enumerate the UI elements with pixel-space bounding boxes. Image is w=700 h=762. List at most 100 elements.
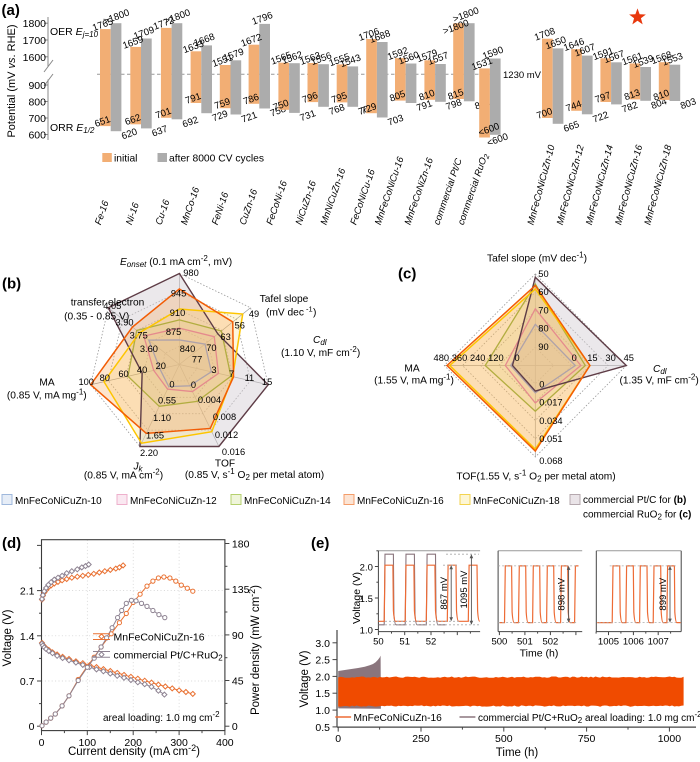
- svg-text:0.012: 0.012: [215, 430, 238, 440]
- svg-text:-1: -1: [306, 305, 313, 314]
- svg-text:782: 782: [621, 100, 640, 116]
- svg-text:Cdl: Cdl: [313, 335, 327, 347]
- svg-text:52: 52: [426, 637, 437, 648]
- svg-text:867 mV: 867 mV: [439, 576, 450, 609]
- svg-text:815: 815: [446, 87, 465, 103]
- svg-text:MnFeCoNiCuZn-18: MnFeCoNiCuZn-18: [473, 496, 560, 507]
- svg-text:(mV dec: (mV dec: [266, 308, 304, 319]
- svg-text:(1.35 V, mF cm-2): (1.35 V, mF cm-2): [620, 373, 699, 387]
- svg-text:180: 180: [232, 539, 250, 551]
- svg-text:945: 945: [171, 289, 187, 299]
- svg-text:1600: 1600: [23, 52, 47, 64]
- svg-text:910: 910: [170, 308, 186, 318]
- svg-text:750: 750: [578, 733, 596, 745]
- svg-text:60: 60: [118, 369, 128, 379]
- svg-text:4.05: 4.05: [103, 301, 121, 311]
- svg-text:810: 810: [418, 88, 437, 104]
- svg-text:commercial Pt/C+RuO2: commercial Pt/C+RuO2: [478, 713, 583, 725]
- svg-text:initial: initial: [114, 154, 137, 165]
- svg-text:51: 51: [399, 637, 410, 648]
- svg-text:(e): (e): [311, 535, 329, 552]
- svg-text:1000: 1000: [658, 733, 682, 745]
- svg-text:(0.35 - 0.85 V): (0.35 - 0.85 V): [64, 312, 129, 323]
- svg-text:768: 768: [328, 102, 347, 118]
- svg-text:360: 360: [452, 353, 468, 363]
- svg-text:Potential (mV vs. RHE): Potential (mV vs. RHE): [6, 24, 18, 137]
- svg-text:900: 900: [28, 80, 46, 92]
- svg-text:2.5: 2.5: [315, 655, 330, 667]
- svg-text:49: 49: [249, 309, 259, 319]
- svg-text:TOF: TOF: [215, 459, 235, 470]
- svg-text:731: 731: [299, 108, 318, 124]
- svg-text:729: 729: [359, 101, 378, 117]
- svg-text:0: 0: [232, 721, 238, 733]
- svg-text:7: 7: [229, 369, 234, 379]
- svg-text:750: 750: [272, 98, 291, 114]
- svg-text:0.017: 0.017: [539, 398, 562, 408]
- svg-text:MA: MA: [404, 364, 419, 375]
- svg-text:692: 692: [181, 115, 200, 131]
- svg-text:797: 797: [594, 90, 613, 106]
- svg-text:transfer electron: transfer electron: [71, 298, 145, 309]
- svg-text:2.0: 2.0: [360, 563, 373, 574]
- svg-text:721: 721: [240, 110, 259, 126]
- svg-text:840: 840: [180, 344, 196, 354]
- svg-text:500: 500: [495, 733, 513, 745]
- svg-text:0.008: 0.008: [213, 412, 236, 422]
- svg-text:45: 45: [232, 676, 244, 688]
- svg-text:MnFeCoNiCuZn-16: MnFeCoNiCuZn-16: [357, 496, 444, 507]
- svg-text:1.5: 1.5: [315, 688, 330, 700]
- svg-text:areal loading: 1.0 mg cm-2: areal loading: 1.0 mg cm-2: [585, 710, 700, 724]
- svg-text:744: 744: [564, 98, 583, 114]
- svg-text:80: 80: [538, 324, 548, 334]
- svg-text:100: 100: [79, 737, 97, 749]
- svg-text:502: 502: [542, 637, 558, 648]
- svg-text:70: 70: [538, 305, 548, 315]
- svg-text:0: 0: [572, 353, 577, 363]
- svg-text:300: 300: [170, 737, 188, 749]
- svg-text:after 8000 CV cycles: after 8000 CV cycles: [169, 154, 264, 165]
- svg-text:20: 20: [156, 361, 166, 371]
- svg-text:637: 637: [150, 124, 169, 140]
- svg-text:0.004: 0.004: [198, 395, 221, 405]
- svg-text:(b): (b): [2, 276, 21, 293]
- svg-text:875: 875: [166, 327, 182, 337]
- svg-text:0: 0: [539, 379, 544, 389]
- svg-text:Power density (mW cm-2): Power density (mW cm-2): [247, 585, 262, 715]
- svg-text:2.1: 2.1: [20, 586, 35, 598]
- svg-text:1095 mV: 1095 mV: [459, 570, 470, 609]
- svg-text:100: 100: [78, 377, 94, 387]
- svg-text:90: 90: [538, 342, 548, 352]
- svg-text:): ): [313, 308, 316, 319]
- svg-text:commercial Pt/C for (b): commercial Pt/C for (b): [583, 495, 686, 506]
- svg-text:800: 800: [28, 97, 46, 109]
- svg-text:898 mV: 898 mV: [557, 577, 568, 610]
- svg-text:1007: 1007: [648, 637, 669, 648]
- svg-text:500: 500: [491, 637, 507, 648]
- svg-text:90: 90: [232, 630, 244, 642]
- svg-text:80: 80: [100, 373, 110, 383]
- svg-text:11: 11: [245, 373, 255, 383]
- svg-text:30: 30: [605, 353, 615, 363]
- svg-text:0.55: 0.55: [158, 395, 176, 405]
- svg-text:729: 729: [211, 109, 230, 125]
- svg-text:0: 0: [515, 353, 520, 363]
- svg-text:MnFeCoNiCuZn-12: MnFeCoNiCuZn-12: [130, 496, 217, 507]
- svg-text:791: 791: [184, 91, 203, 107]
- svg-text:1800: 1800: [23, 18, 47, 30]
- svg-text:0.068: 0.068: [539, 456, 562, 466]
- svg-text:1.0: 1.0: [360, 626, 373, 637]
- svg-text:250: 250: [412, 733, 430, 745]
- svg-text:480: 480: [434, 353, 450, 363]
- svg-text:701: 701: [154, 106, 173, 122]
- svg-text:OER Ej=10: OER Ej=10: [50, 26, 99, 39]
- svg-text:1005: 1005: [598, 637, 619, 648]
- svg-text:2.0: 2.0: [315, 671, 330, 683]
- svg-text:70: 70: [206, 343, 216, 353]
- svg-text:50: 50: [373, 637, 384, 648]
- svg-text:45: 45: [624, 353, 634, 363]
- svg-text:40: 40: [137, 365, 147, 375]
- svg-text:1006: 1006: [623, 637, 644, 648]
- svg-text:1.65: 1.65: [146, 431, 164, 441]
- svg-text:Time (h): Time (h): [520, 648, 559, 660]
